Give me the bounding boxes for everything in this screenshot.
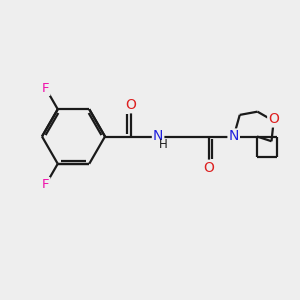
Text: F: F (42, 178, 50, 191)
Text: F: F (42, 82, 50, 95)
Text: H: H (159, 137, 168, 151)
Text: O: O (268, 112, 279, 126)
Text: O: O (204, 161, 214, 175)
Text: N: N (229, 130, 239, 143)
Text: N: N (153, 130, 163, 143)
Text: O: O (125, 98, 136, 112)
